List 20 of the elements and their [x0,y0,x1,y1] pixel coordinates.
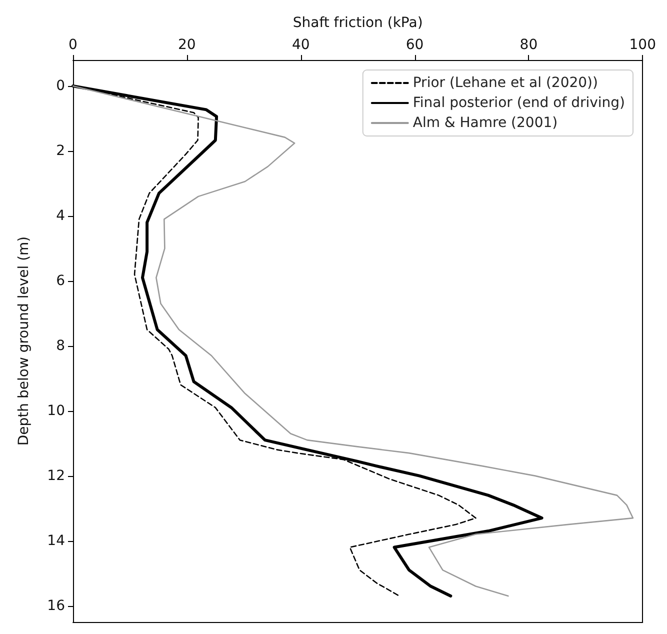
legend-label: Final posterior (end of driving) [412,95,625,111]
x-tick-label: 100 [629,37,656,53]
y-axis-title: Depth below ground level (m) [16,236,32,446]
legend-label: Alm & Hamre (2001) [412,115,558,131]
y-tick-label: 8 [56,338,65,354]
x-tick-label: 20 [178,37,196,53]
y-tick-label: 4 [56,208,66,224]
x-tick-label: 60 [406,37,424,53]
x-tick-label: 40 [292,37,310,53]
y-tick-label: 6 [56,272,66,289]
legend-label: Prior (Lehane et al (2020)) [412,75,598,91]
x-tick-label: 0 [68,37,78,53]
y-tick-label: 14 [47,532,66,549]
x-axis-title: Shaft friction (kPa) [292,15,423,31]
y-tick-label: 10 [47,402,65,419]
y-tick-label: 12 [47,468,65,484]
y-tick-label: 0 [56,78,65,94]
y-tick-label: 2 [56,142,65,159]
y-tick-label: 16 [47,598,66,614]
x-tick-label: 80 [520,37,538,53]
